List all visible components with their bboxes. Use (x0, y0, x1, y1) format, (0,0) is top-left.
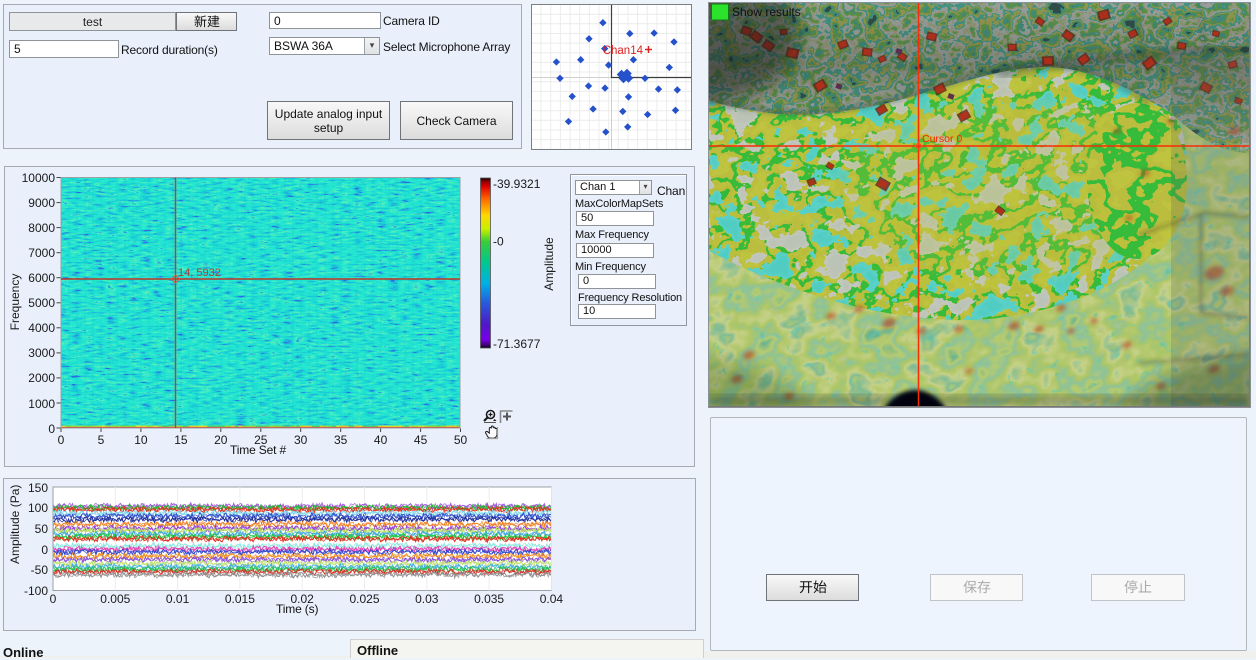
svg-text:Cursor 0: Cursor 0 (922, 133, 962, 145)
svg-text:14, 5932: 14, 5932 (178, 267, 221, 279)
svg-text:-71.3677: -71.3677 (493, 337, 541, 351)
svg-text:-39.9321: -39.9321 (493, 177, 541, 191)
svg-text:-0: -0 (493, 235, 504, 249)
svg-text:Show results: Show results (732, 5, 801, 19)
svg-text:Chan14: Chan14 (603, 45, 644, 57)
